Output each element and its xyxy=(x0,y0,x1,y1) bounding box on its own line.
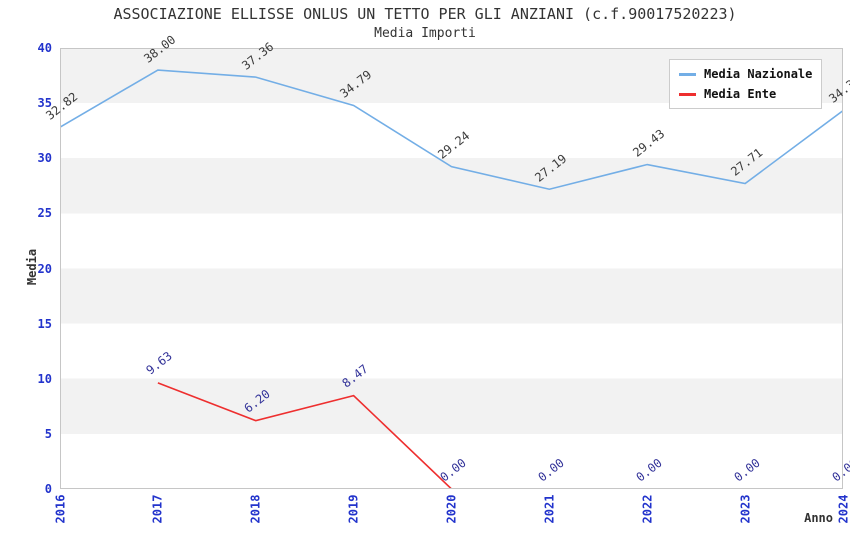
y-tick-label: 0 xyxy=(44,482,52,496)
y-tick-label: 15 xyxy=(37,316,52,331)
legend-item-label: Media Ente xyxy=(704,87,777,101)
y-axis-title: Media xyxy=(25,248,40,286)
plot-series-canvas xyxy=(60,69,843,489)
legend-item-media-ente: Media Ente xyxy=(679,87,812,101)
x-tick-label: 2022 xyxy=(640,494,655,523)
series-line-media-ente xyxy=(157,382,843,489)
x-tick-label: 2016 xyxy=(52,494,67,523)
y-tick-label: 30 xyxy=(37,151,52,166)
y-tick-label: 40 xyxy=(37,41,52,55)
x-tick-label: 2019 xyxy=(346,494,361,523)
x-tick-label: 2024 xyxy=(835,494,850,523)
y-tick-label: 35 xyxy=(37,96,52,111)
y-tick-label: 10 xyxy=(37,371,52,386)
chart-title: ASSOCIAZIONE ELLISSE ONLUS UN TETTO PER … xyxy=(113,5,737,23)
y-tick-label: 20 xyxy=(37,261,52,276)
plot-area-bands xyxy=(60,48,843,489)
x-tick-label: 2018 xyxy=(248,494,263,523)
x-tick-label: 2017 xyxy=(150,494,165,523)
legend-item-label: Media Nazionale xyxy=(704,67,813,81)
y-tick-label: 25 xyxy=(37,206,52,221)
chart-subtitle: Media Importi xyxy=(374,26,476,41)
x-tick-label: 2021 xyxy=(542,494,557,523)
legend-line-swatch-red xyxy=(679,92,696,96)
series-line-media-nazionale xyxy=(60,69,843,191)
legend-item-media-nazionale: Media Nazionale xyxy=(679,67,812,81)
x-tick-label: 2020 xyxy=(444,494,459,523)
legend: Media Nazionale Media Ente xyxy=(669,59,823,109)
x-axis-title: Anno xyxy=(804,511,833,525)
x-tick-label: 2023 xyxy=(738,494,753,523)
y-tick-label: 5 xyxy=(44,426,52,441)
legend-line-swatch-blue xyxy=(679,72,696,76)
